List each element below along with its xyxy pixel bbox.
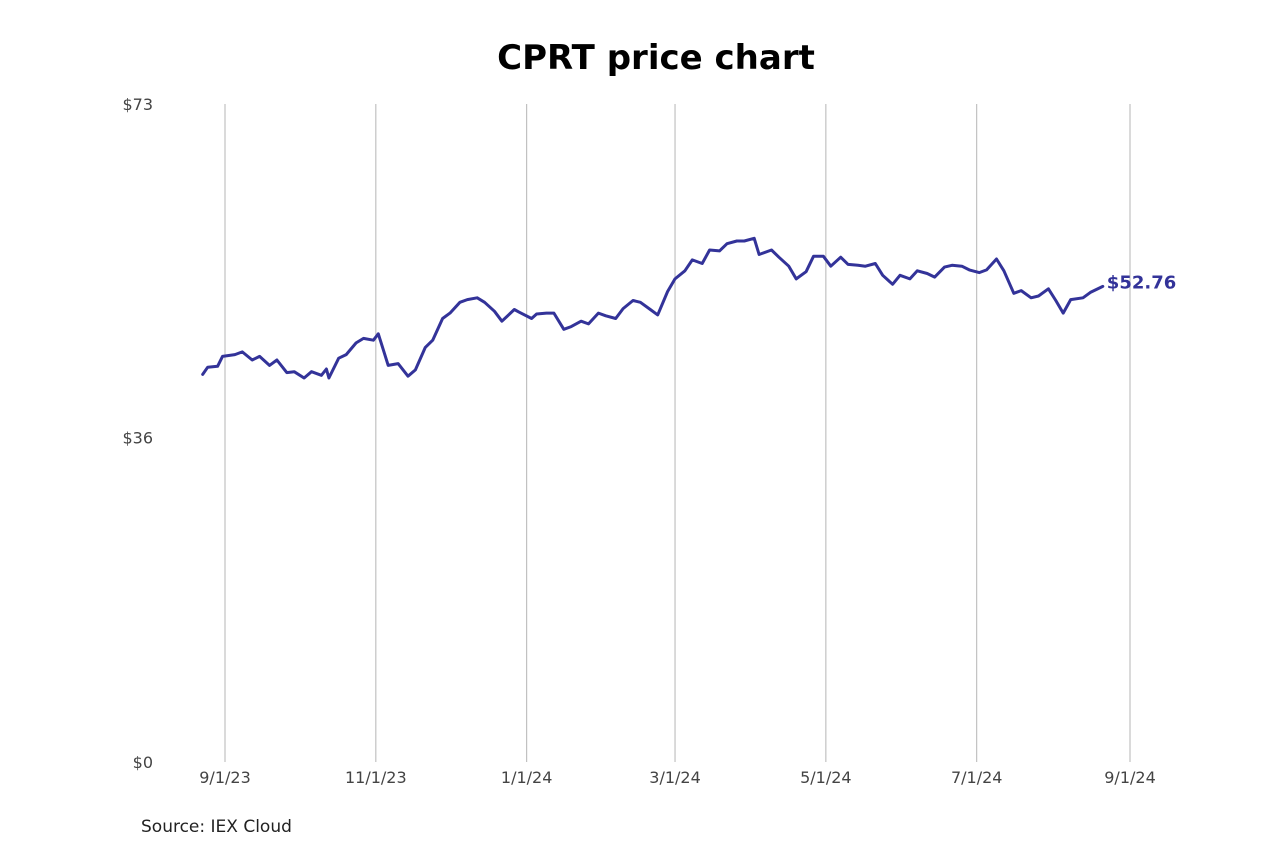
source-note: Source: IEX Cloud — [141, 817, 292, 837]
last-price-label: $52.76 — [1107, 272, 1176, 293]
grid-lines — [224, 104, 1131, 762]
x-tick-label: 11/1/23 — [345, 768, 407, 787]
x-tick-label: 7/1/24 — [951, 768, 1003, 787]
price-series-line — [201, 236, 1105, 380]
chart-title: CPRT price chart — [497, 38, 815, 78]
y-tick-label: $73 — [122, 95, 153, 114]
x-tick-label: 9/1/23 — [199, 768, 251, 787]
x-tick-label: 3/1/24 — [649, 768, 701, 787]
x-tick-label: 5/1/24 — [800, 768, 852, 787]
x-axis-tick-labels: 9/1/23 11/1/23 1/1/24 3/1/24 5/1/24 7/1/24 9/1… — [199, 768, 1156, 787]
y-tick-label: $0 — [133, 753, 153, 772]
x-tick-label: 9/1/24 — [1104, 768, 1156, 787]
y-axis-tick-labels: $0 $36 $73 — [122, 95, 153, 772]
y-tick-label: $36 — [122, 429, 153, 448]
x-tick-label: 1/1/24 — [501, 768, 553, 787]
